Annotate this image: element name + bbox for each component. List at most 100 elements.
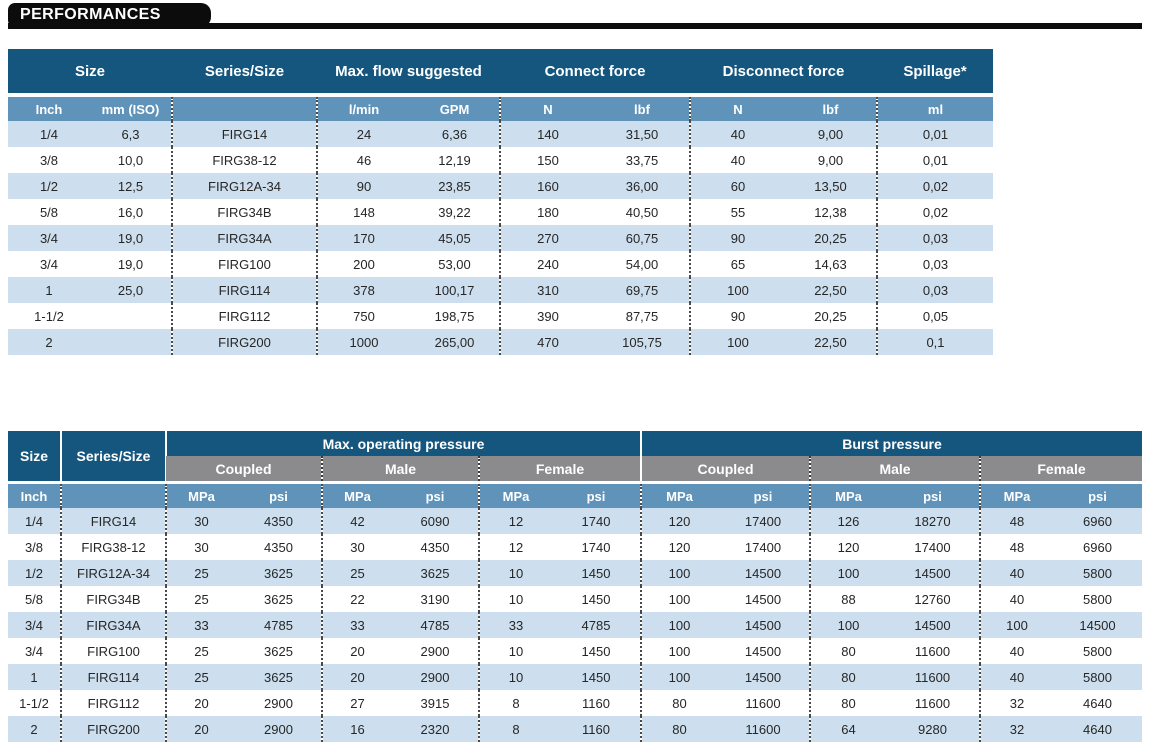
table-cell: 69,75 xyxy=(595,277,690,303)
unit-lbf-disconnect: lbf xyxy=(785,93,877,121)
table-cell: 54,00 xyxy=(625,256,659,272)
table-cell: 12,5 xyxy=(90,173,172,199)
table-cell: FIRG14 xyxy=(60,508,166,534)
table-cell: 40 xyxy=(979,586,1053,612)
subgroup-burst-male: Male xyxy=(809,456,980,483)
table-cell: 27 xyxy=(321,690,392,716)
table-cell: FIRG12A-34 xyxy=(171,173,317,199)
table-row: 1/4 FIRG14 30 4350 42 6090 12 1740 120 17400 126 18… xyxy=(8,508,1142,534)
table-cell: 126 xyxy=(809,508,886,534)
table-cell: 33,75 xyxy=(625,152,659,168)
subgroup-maxop-female: Female xyxy=(478,456,641,483)
table-row: 3/4 FIRG34A 33 4785 33 4785 33 4785 100 14500 100 1… xyxy=(8,612,1142,638)
col-group-spillage: Spillage* xyxy=(877,49,993,95)
table-cell: 0,02 xyxy=(876,199,993,225)
table-cell: 3625 xyxy=(392,560,479,586)
table-cell: 100 xyxy=(689,329,785,355)
table-cell: 1/4 xyxy=(8,121,90,147)
table-cell: 33 xyxy=(165,612,236,638)
table-cell: 88 xyxy=(809,586,886,612)
unit-inch: Inch xyxy=(8,93,90,121)
table-cell: 0,05 xyxy=(876,303,993,329)
table-cell: 12 xyxy=(478,534,552,560)
table-cell: 14500 xyxy=(886,612,980,638)
table-cell: 10 xyxy=(478,560,552,586)
table-cell: 1160 xyxy=(582,695,610,711)
subgroup-burst-female: Female xyxy=(979,456,1142,483)
table-cell: 32 xyxy=(979,716,1053,742)
table-cell: 4640 xyxy=(1053,716,1142,742)
col-series-size: Series/Size xyxy=(60,431,166,483)
table-cell: 4785 xyxy=(552,612,641,638)
unit-mpa-5: MPa xyxy=(809,481,886,508)
table-cell: 140 xyxy=(499,121,595,147)
table-cell: 2900 xyxy=(236,716,322,742)
table-cell: 22,50 xyxy=(785,329,877,355)
table-row: 5/8 FIRG34B 25 3625 22 3190 10 1450 100 14500 88 12… xyxy=(8,586,1142,612)
table-cell: 14500 xyxy=(1053,612,1142,638)
table-cell: 100 xyxy=(979,612,1053,638)
table-cell: 17400 xyxy=(914,539,951,555)
table-cell: 20,25 xyxy=(785,225,877,251)
table-cell: 750 xyxy=(316,303,410,329)
table-cell: 100 xyxy=(640,664,717,690)
table-cell: 200 xyxy=(316,251,410,277)
table-cell: FIRG100 xyxy=(171,251,317,277)
table-cell: 0,02 xyxy=(876,173,993,199)
col-group-max-flow: Max. flow suggested xyxy=(317,49,500,95)
table-cell: 10 xyxy=(478,638,552,664)
table-cell: FIRG100 xyxy=(60,638,166,664)
table-cell: 31,50 xyxy=(595,121,690,147)
col-size: Size xyxy=(8,431,61,483)
table-cell: 24 xyxy=(316,121,410,147)
table-cell: 80 xyxy=(640,690,717,716)
table-cell: 32 xyxy=(979,690,1053,716)
table-cell: 100 xyxy=(809,560,886,586)
table-row: 2 FIRG200 20 2900 16 2320 8 1160 80 11600 64 9280 32… xyxy=(8,716,1142,742)
table-cell: FIRG38-12 xyxy=(60,534,166,560)
table-cell: 1/2 xyxy=(8,560,61,586)
table-cell: 80 xyxy=(809,664,886,690)
table-cell: 2 xyxy=(8,329,90,355)
unit-psi-1: psi xyxy=(236,481,322,508)
table-cell: 17400 xyxy=(717,508,810,534)
table-cell: 14500 xyxy=(744,591,782,607)
table-cell: 17400 xyxy=(744,539,782,555)
unit-lbf-connect: lbf xyxy=(595,93,690,121)
table-cell: 6090 xyxy=(392,508,479,534)
table-cell: FIRG34B xyxy=(60,586,166,612)
table-row: 3/4 19,0 FIRG100 200 53,00 240 54,00 65 14,63 0,0… xyxy=(8,251,993,277)
table-cell: 1450 xyxy=(581,643,611,659)
table-cell: 14500 xyxy=(717,612,810,638)
table-row: 2 FIRG200 1000 265,00 470 105,75 100 22,50 0,1 xyxy=(8,329,993,355)
col-group-series-size: Series/Size xyxy=(172,49,317,95)
unit-n-connect: N xyxy=(499,93,595,121)
table-row: 1/2 FIRG12A-34 25 3625 25 3625 10 1450 100 14500 1… xyxy=(8,560,1142,586)
table-cell: 12 xyxy=(478,508,552,534)
table-cell: 3625 xyxy=(264,643,293,659)
table-row: 1/2 12,5 FIRG12A-34 90 23,85 160 36,00 60 13,50 0… xyxy=(8,173,993,199)
table-cell: 5800 xyxy=(1053,560,1142,586)
table-cell: 1000 xyxy=(316,329,410,355)
table-cell: 105,75 xyxy=(595,329,690,355)
table-cell: 4785 xyxy=(236,612,322,638)
table-cell: FIRG114 xyxy=(60,664,166,690)
table-cell: 6,3 xyxy=(90,121,172,147)
col-group-size: Size xyxy=(8,49,172,95)
unit-series-blank xyxy=(171,93,317,121)
table-row: 3/4 19,0 FIRG34A 170 45,05 270 60,75 90 20,25 0,0… xyxy=(8,225,993,251)
table-cell: 1450 xyxy=(552,560,641,586)
table-cell: 33 xyxy=(321,612,392,638)
banner-rule xyxy=(8,23,1142,29)
table-cell: 30 xyxy=(165,534,236,560)
table-cell: 23,85 xyxy=(410,173,500,199)
unit-mpa-4: MPa xyxy=(640,481,717,508)
table-cell: 4640 xyxy=(1083,695,1112,711)
table-cell: 22 xyxy=(321,586,392,612)
table-cell: 19,0 xyxy=(117,256,144,272)
table-cell: 1740 xyxy=(581,539,611,555)
table-cell: 1-1/2 xyxy=(19,695,49,711)
table-cell: 6,36 xyxy=(410,121,500,147)
table-cell: 1 xyxy=(8,664,61,690)
table-cell: FIRG34B xyxy=(171,199,317,225)
